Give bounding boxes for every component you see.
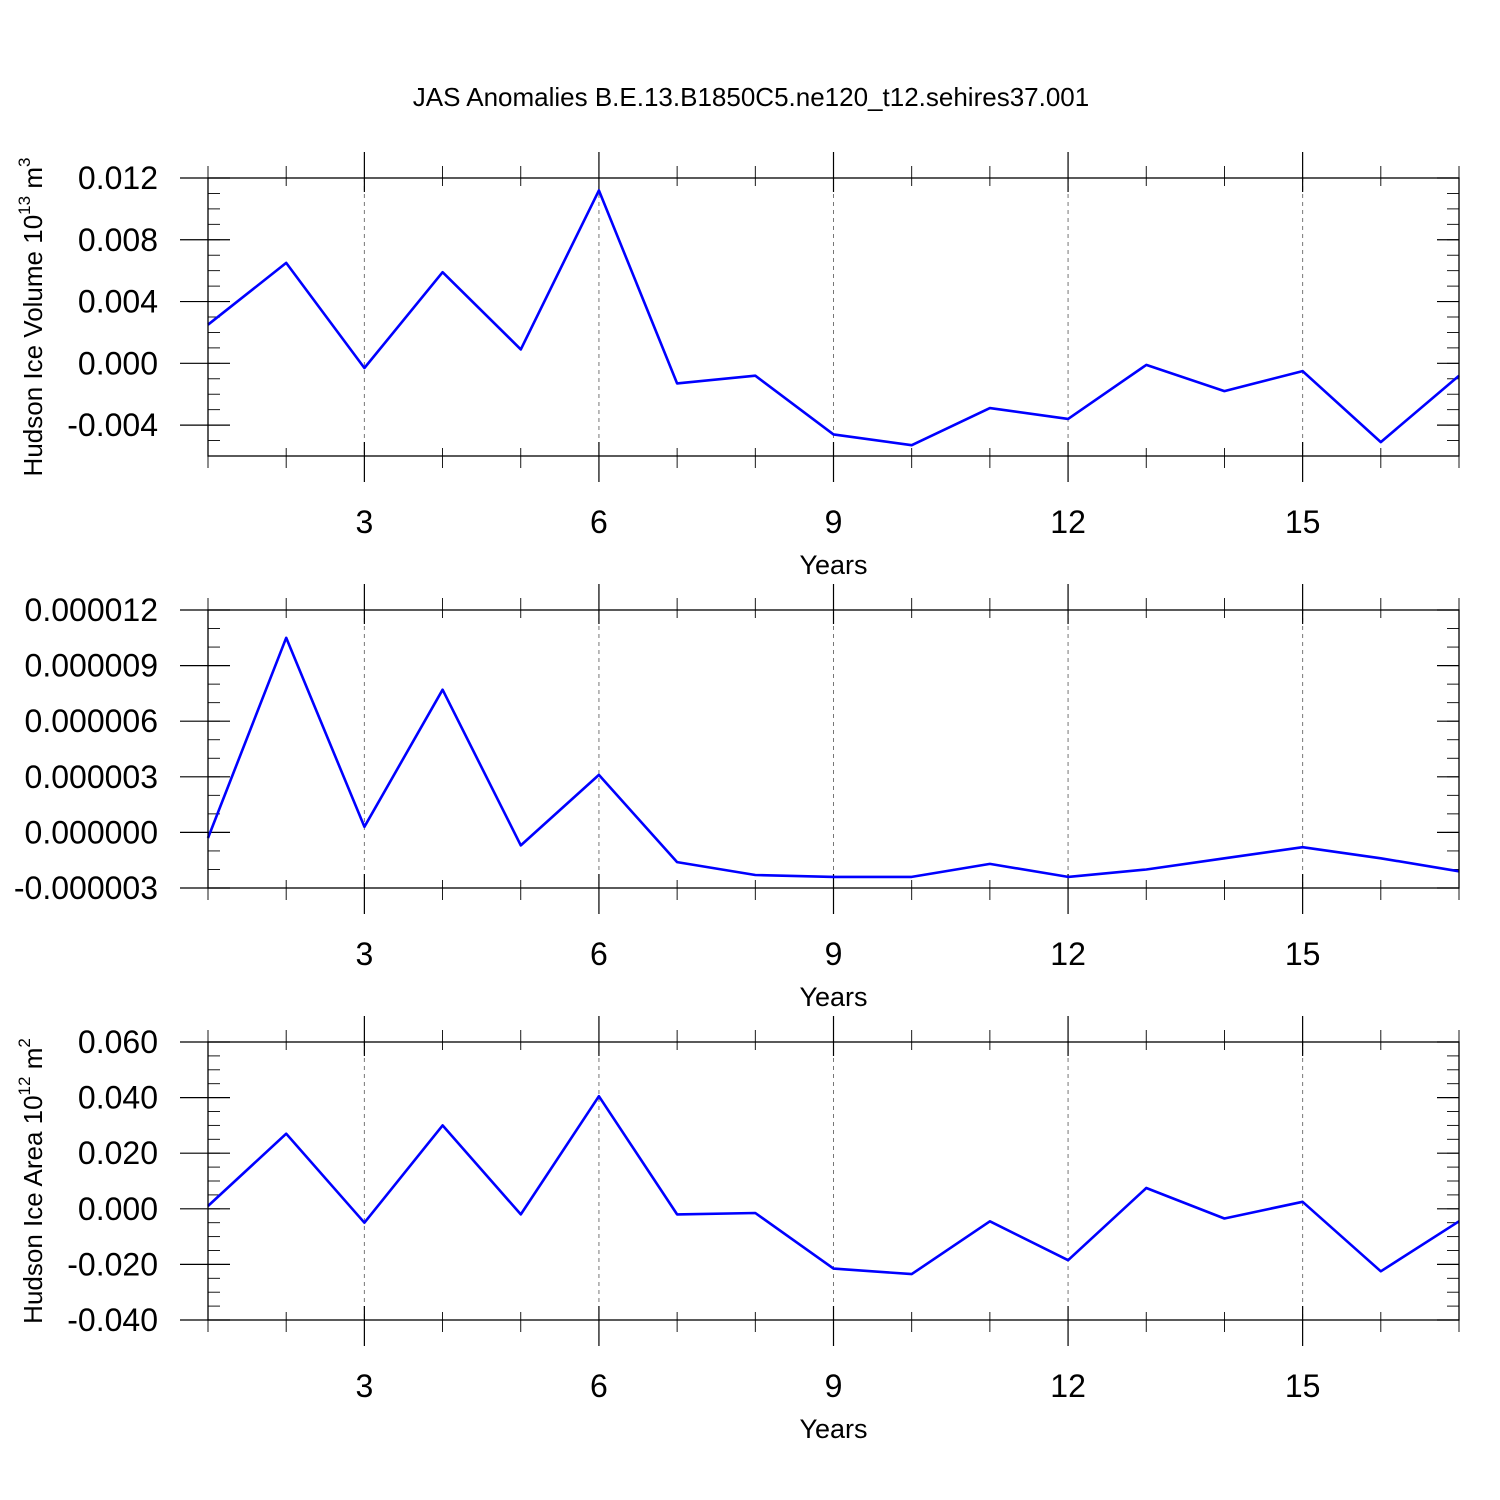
x-axis-label: Years bbox=[799, 1414, 867, 1444]
plot-frame bbox=[207, 177, 1460, 457]
y-tick-label: 0.012 bbox=[78, 160, 158, 196]
x-axis-label: Years bbox=[799, 982, 867, 1012]
x-tick-label: 12 bbox=[1050, 504, 1086, 540]
x-tick-label: 15 bbox=[1285, 936, 1321, 972]
x-tick-label: 6 bbox=[590, 1368, 608, 1404]
plot-frame bbox=[207, 1041, 1460, 1321]
y-tick-label: -0.000003 bbox=[14, 870, 158, 906]
y-tick-label: 0.000006 bbox=[25, 703, 158, 739]
panel-3: -0.040 -0.020 0.000 0.020 0.040 0.060 3 6 9 12 15 Y… bbox=[15, 1016, 1460, 1444]
x-tick-label: 9 bbox=[825, 936, 843, 972]
panel-1: -0.004 0.000 0.004 0.008 0.012 3 6 9 12 15 Years Hu… bbox=[15, 152, 1460, 580]
chart-title: JAS Anomalies B.E.13.B1850C5.ne120_t12.s… bbox=[413, 82, 1089, 112]
x-tick-label: 12 bbox=[1050, 936, 1086, 972]
panel-2: -0.000003 0.000000 0.000003 0.000006 0.00000… bbox=[14, 584, 1460, 1012]
x-tick-label: 9 bbox=[825, 1368, 843, 1404]
y-tick-label: 0.004 bbox=[78, 284, 158, 320]
y-tick-label: 0.040 bbox=[78, 1080, 158, 1116]
y-tick-label: 0.000 bbox=[78, 345, 158, 381]
y-tick-label: 0.000 bbox=[78, 1191, 158, 1227]
x-tick-label: 3 bbox=[355, 1368, 373, 1404]
x-tick-label: 6 bbox=[590, 504, 608, 540]
y-tick-label: -0.040 bbox=[67, 1302, 158, 1338]
y-tick-label: -0.004 bbox=[67, 407, 158, 443]
y-axis-label: Hudson Ice Area 1012 m2 bbox=[15, 1038, 48, 1324]
y-tick-label: 0.008 bbox=[78, 222, 158, 258]
panels: -0.004 0.000 0.004 0.008 0.012 3 6 9 12 15 Years Hu… bbox=[14, 152, 1460, 1444]
y-axis-label: Hudson Ice Volume 1013 m3 bbox=[15, 158, 48, 477]
y-tick-label: 0.000000 bbox=[25, 814, 158, 850]
x-tick-label: 3 bbox=[355, 504, 373, 540]
y-tick-label: 0.000012 bbox=[25, 592, 158, 628]
x-tick-label: 9 bbox=[825, 504, 843, 540]
y-tick-label: 0.000003 bbox=[25, 759, 158, 795]
plot-frame bbox=[207, 609, 1460, 889]
y-tick-label: 0.020 bbox=[78, 1135, 158, 1171]
x-tick-label: 15 bbox=[1285, 504, 1321, 540]
y-tick-label: 0.000009 bbox=[25, 648, 158, 684]
x-tick-label: 15 bbox=[1285, 1368, 1321, 1404]
x-axis-label: Years bbox=[799, 550, 867, 580]
x-tick-label: 3 bbox=[355, 936, 373, 972]
x-tick-label: 6 bbox=[590, 936, 608, 972]
y-tick-label: -0.020 bbox=[67, 1246, 158, 1282]
y-tick-label: 0.060 bbox=[78, 1024, 158, 1060]
x-tick-label: 12 bbox=[1050, 1368, 1086, 1404]
